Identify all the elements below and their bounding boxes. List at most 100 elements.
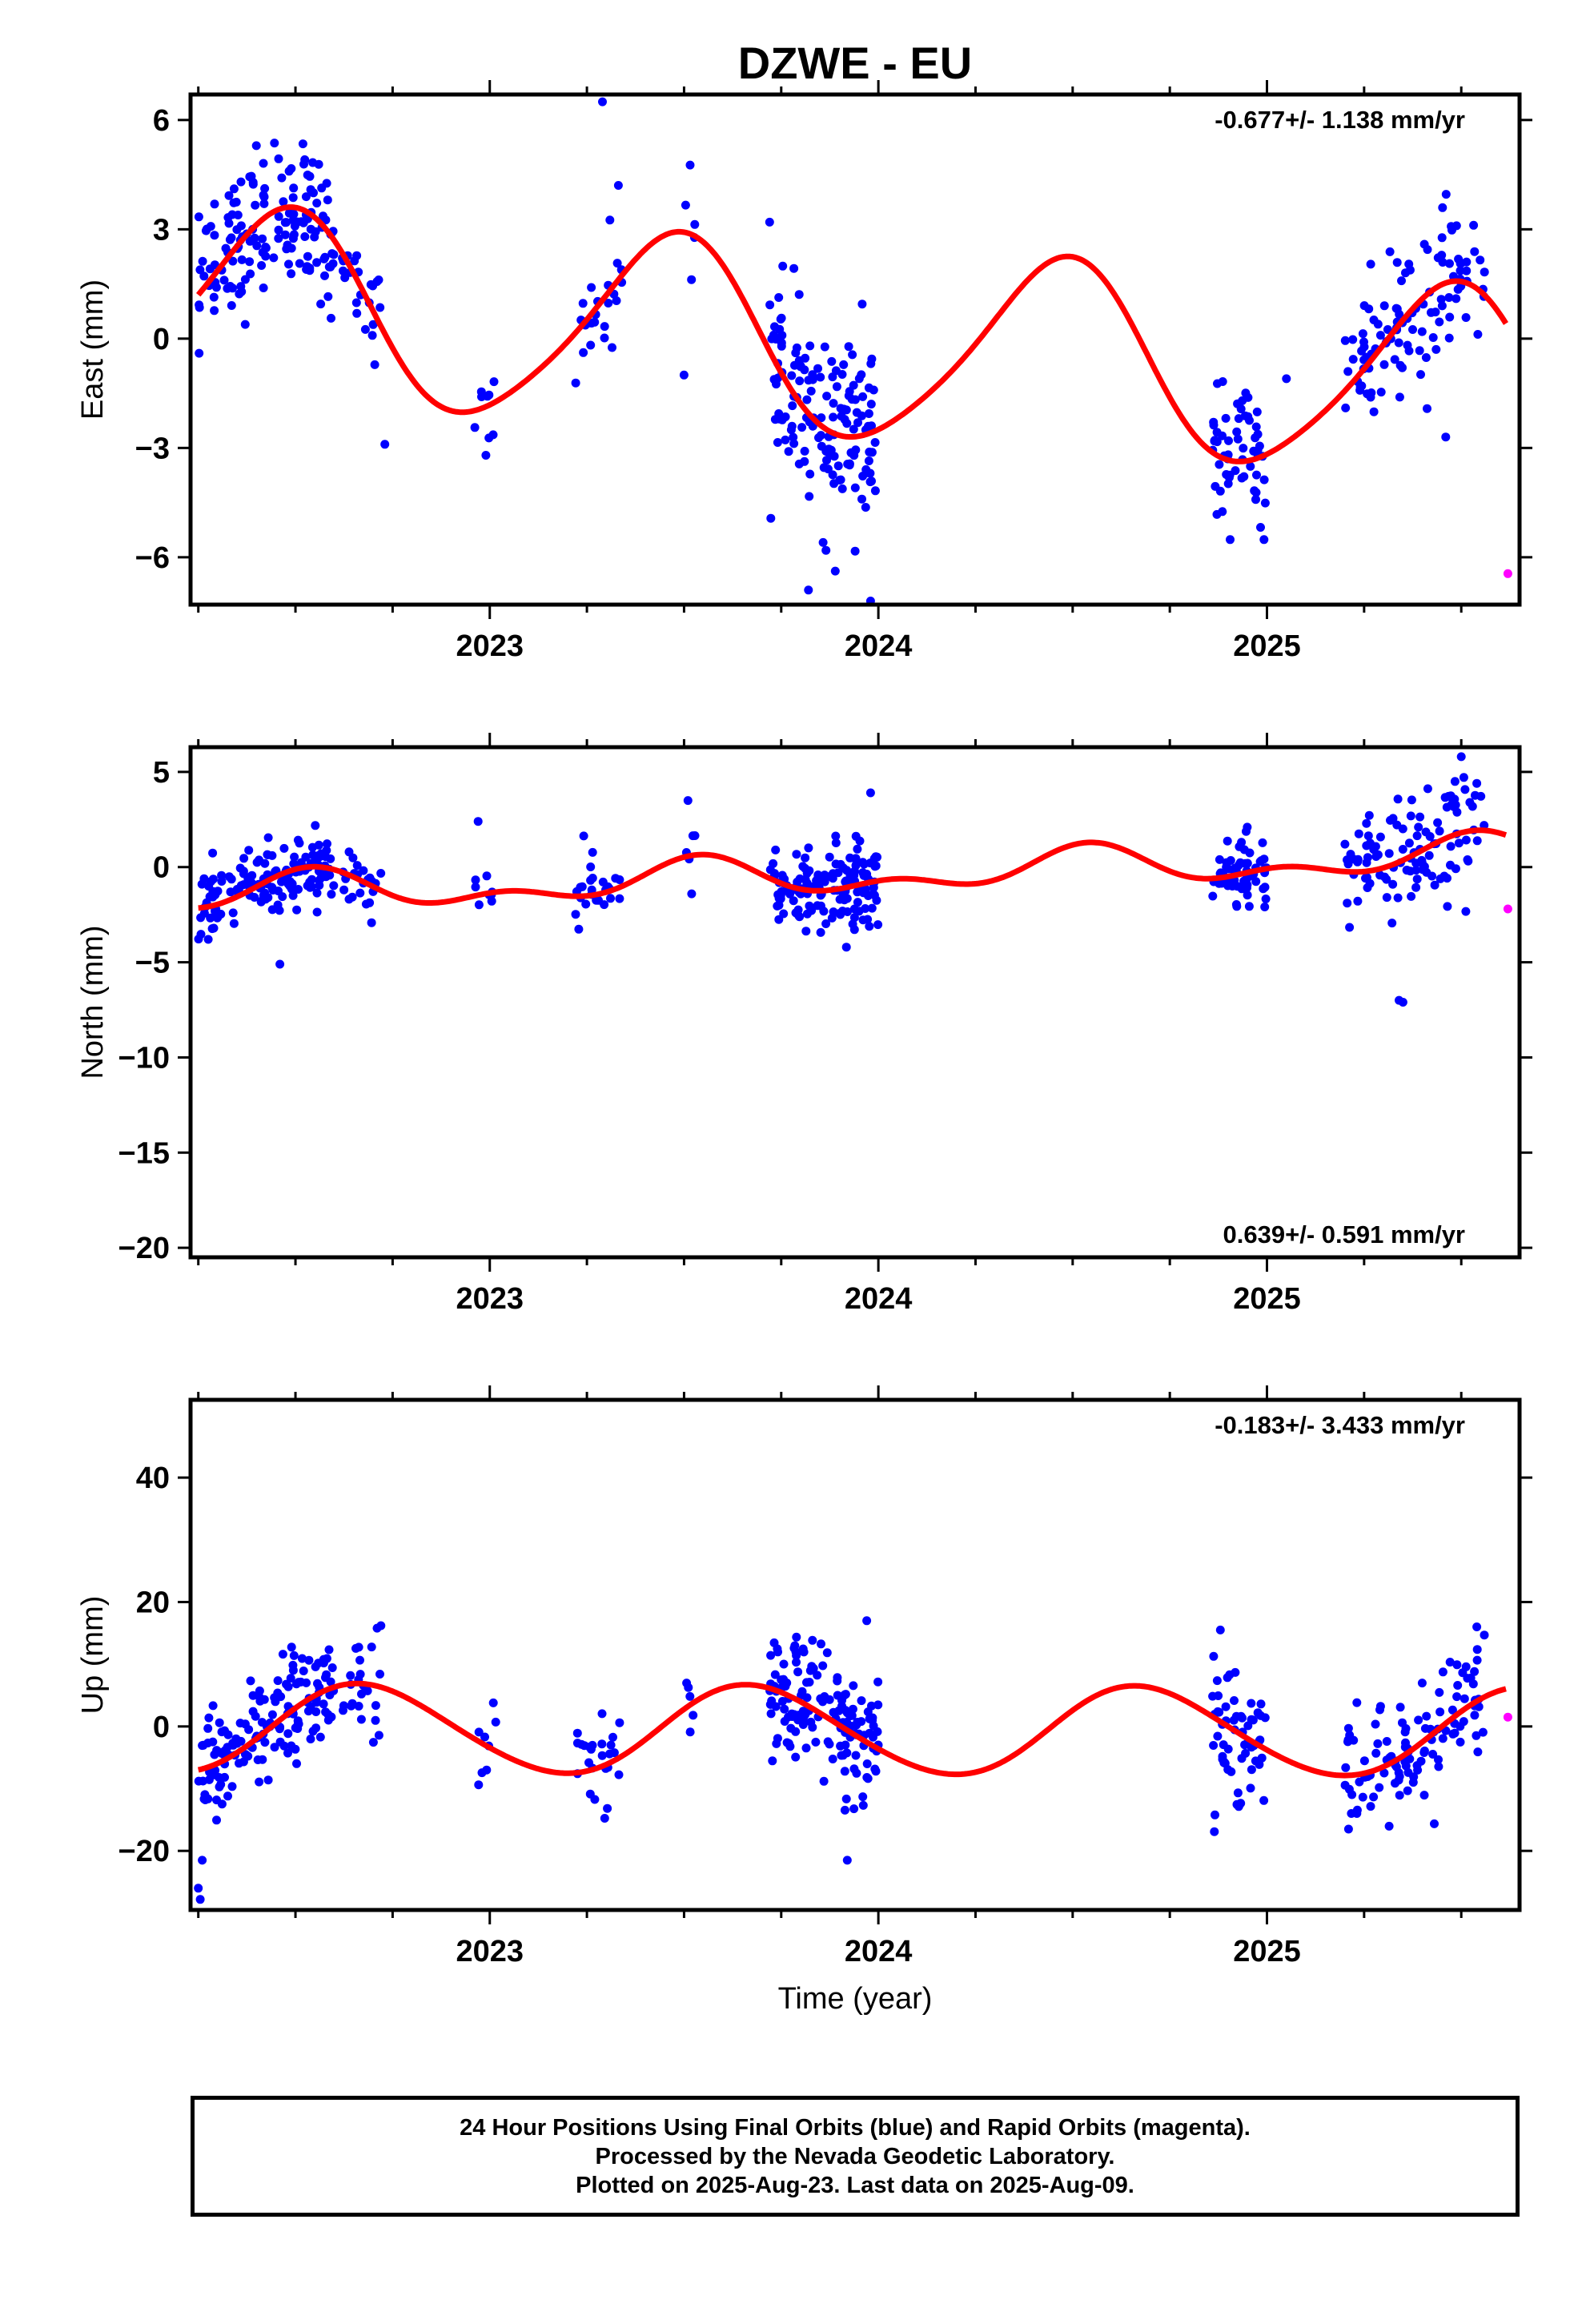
- data-point: [289, 859, 299, 869]
- data-point: [1253, 445, 1263, 455]
- data-point: [1445, 259, 1454, 268]
- data-point: [1209, 1741, 1219, 1750]
- data-point: [229, 184, 239, 194]
- data-point: [274, 154, 283, 163]
- data-point: [1345, 923, 1355, 932]
- data-point: [259, 192, 269, 202]
- data-point: [293, 835, 303, 845]
- data-point: [368, 320, 378, 329]
- data-point: [227, 233, 236, 243]
- data-point: [1417, 1679, 1427, 1688]
- data-point: [228, 908, 238, 918]
- data-point: [867, 903, 877, 913]
- data-point: [858, 472, 868, 480]
- data-point: [866, 400, 876, 409]
- data-point: [315, 875, 324, 885]
- data-point: [844, 342, 853, 352]
- data-point: [769, 858, 778, 868]
- data-point: [250, 233, 259, 243]
- data-point: [825, 1739, 834, 1749]
- data-point: [817, 1639, 825, 1649]
- data-point: [1395, 360, 1405, 370]
- data-point: [864, 421, 873, 431]
- data-point: [1424, 850, 1434, 860]
- data-point: [605, 1749, 614, 1759]
- data-point: [805, 469, 815, 479]
- data-point: [603, 1803, 612, 1813]
- data-point: [788, 401, 797, 411]
- data-point: [1259, 884, 1268, 894]
- data-point: [1445, 1658, 1455, 1667]
- data-point: [1407, 795, 1416, 805]
- data-point: [1441, 432, 1451, 442]
- data-point: [312, 907, 322, 917]
- data-point: [612, 296, 621, 305]
- data-point: [683, 796, 693, 806]
- data-point: [375, 303, 385, 312]
- data-point: [789, 896, 798, 906]
- data-point: [608, 1732, 617, 1742]
- data-point: [1463, 1674, 1472, 1683]
- data-point: [1395, 1791, 1404, 1800]
- data-point: [829, 399, 838, 408]
- data-point: [352, 308, 362, 318]
- data-point: [1472, 1622, 1482, 1631]
- rate-label-north: 0.639+/- 0.591 mm/yr: [1223, 1220, 1465, 1248]
- data-point: [1428, 1750, 1438, 1759]
- data-point: [287, 1741, 296, 1751]
- data-point: [1375, 1702, 1385, 1711]
- data-point: [303, 171, 312, 179]
- data-point: [1226, 535, 1235, 545]
- data-point: [1472, 1655, 1482, 1665]
- data-point: [210, 231, 219, 240]
- data-point: [608, 343, 616, 352]
- data-point: [260, 858, 270, 868]
- data-point: [808, 1635, 817, 1645]
- data-point: [804, 843, 813, 853]
- data-point: [200, 1795, 210, 1804]
- data-point: [1382, 1737, 1391, 1746]
- data-point: [615, 875, 624, 884]
- data-point: [243, 1751, 253, 1761]
- data-point: [777, 338, 786, 348]
- data-point: [822, 1648, 832, 1658]
- data-point: [820, 342, 829, 352]
- data-point: [199, 271, 209, 281]
- data-point: [1340, 839, 1350, 849]
- data-point: [488, 430, 498, 440]
- data-point: [1251, 488, 1261, 497]
- data-point: [1403, 1767, 1413, 1777]
- data-point: [1437, 251, 1447, 260]
- data-point: [1437, 301, 1447, 311]
- data-point: [819, 907, 829, 916]
- data-point: [842, 1856, 852, 1865]
- data-point: [777, 313, 786, 323]
- data-point: [847, 1711, 857, 1720]
- data-point: [1256, 523, 1265, 532]
- data-point: [236, 177, 246, 187]
- data-point: [240, 275, 250, 284]
- data-point: [823, 464, 833, 474]
- data-point: [1242, 826, 1251, 836]
- data-point: [841, 405, 851, 415]
- data-point: [1248, 1715, 1258, 1725]
- data-point: [236, 282, 246, 292]
- data-point: [368, 281, 378, 291]
- data-point: [277, 173, 287, 183]
- data-point: [797, 1687, 807, 1696]
- data-point: [829, 479, 839, 489]
- data-point: [767, 1696, 777, 1706]
- data-point: [1382, 893, 1391, 903]
- data-point: [1406, 811, 1415, 821]
- data-point: [1416, 370, 1425, 380]
- data-point: [260, 1738, 270, 1747]
- data-point: [849, 424, 858, 434]
- data-point: [827, 356, 837, 366]
- data-point: [1444, 333, 1454, 343]
- data-point: [1231, 1711, 1241, 1721]
- data-point: [579, 348, 588, 357]
- data-point: [319, 1699, 328, 1709]
- data-point: [837, 484, 847, 493]
- data-point: [1434, 1755, 1443, 1764]
- data-point: [1423, 404, 1431, 413]
